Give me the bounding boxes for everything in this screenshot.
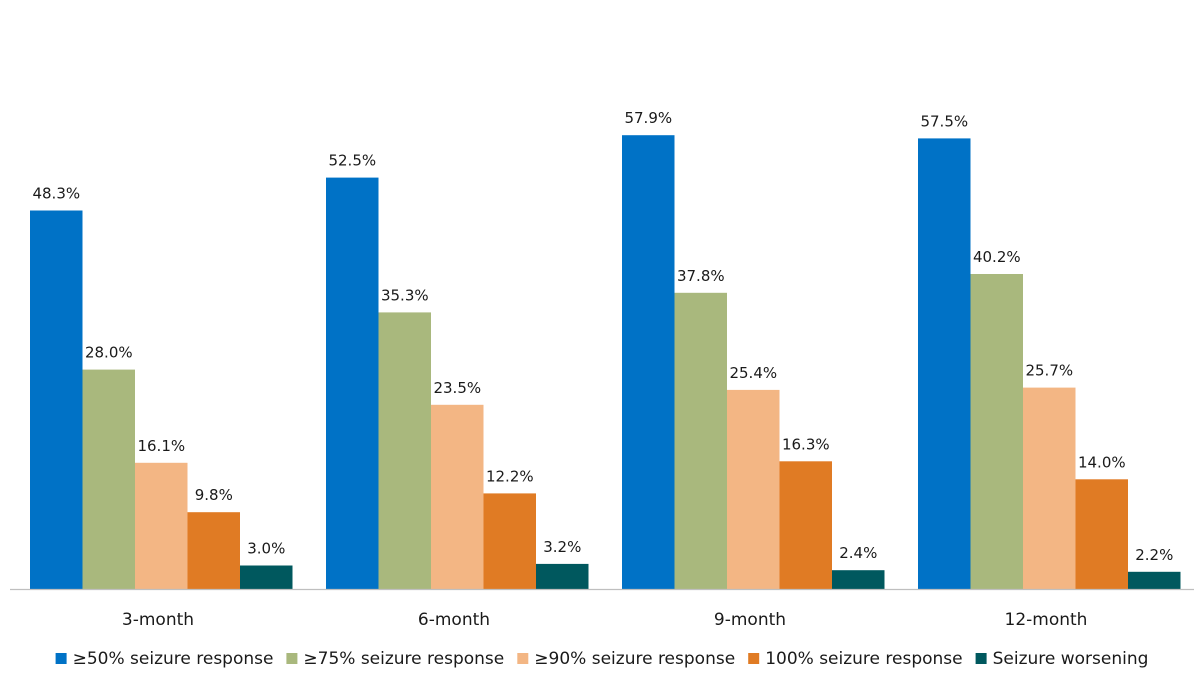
bar-3-month-gte90pct-seizure-response bbox=[135, 462, 188, 589]
data-label-6-month-gte50pct-seizure-response: 52.5% bbox=[328, 152, 376, 170]
bar-12-month-100pct-seizure-response bbox=[1075, 479, 1128, 589]
data-label-9-month-gte50pct-seizure-response: 57.9% bbox=[624, 109, 672, 127]
legend-swatch-gte50pct-seizure-response bbox=[55, 653, 67, 664]
data-label-3-month-seizure-worsening: 3.0% bbox=[247, 540, 285, 558]
x-tick-labels: 3-month 6-month 9-month 12-month bbox=[122, 610, 1088, 630]
legend-swatch-gte90pct-seizure-response bbox=[517, 653, 529, 664]
bar-9-month-gte75pct-seizure-response bbox=[674, 292, 727, 589]
data-label-9-month-100pct-seizure-response: 16.3% bbox=[782, 435, 830, 453]
x-tick-label-12-month: 12-month bbox=[1005, 610, 1088, 630]
legend-item-gte50pct-seizure-response: ≥50% seizure response bbox=[55, 649, 274, 669]
bar-3-month-seizure-worsening bbox=[240, 565, 293, 589]
data-label-3-month-100pct-seizure-response: 9.8% bbox=[195, 486, 233, 504]
data-label-3-month-gte90pct-seizure-response: 16.1% bbox=[137, 437, 185, 455]
legend-label-100pct-seizure-response: 100% seizure response bbox=[765, 649, 962, 669]
data-label-3-month-gte50pct-seizure-response: 48.3% bbox=[32, 185, 80, 203]
bar-3-month-100pct-seizure-response bbox=[187, 512, 240, 589]
data-labels-layer: 48.3% 28.0% 16.1% 9.8% 3.0% 52.5% 35.3% 23.5% 12… bbox=[32, 109, 1173, 564]
bars-layer bbox=[30, 135, 1181, 589]
x-tick-label-9-month: 9-month bbox=[714, 610, 786, 630]
data-label-12-month-gte50pct-seizure-response: 57.5% bbox=[920, 112, 968, 130]
legend-label-gte75pct-seizure-response: ≥75% seizure response bbox=[303, 649, 504, 669]
legend-item-gte75pct-seizure-response: ≥75% seizure response bbox=[286, 649, 504, 669]
legend-label-seizure-worsening: Seizure worsening bbox=[993, 649, 1149, 669]
data-label-9-month-seizure-worsening: 2.4% bbox=[839, 544, 877, 562]
data-label-6-month-seizure-worsening: 3.2% bbox=[543, 538, 581, 556]
bar-6-month-gte90pct-seizure-response bbox=[431, 404, 484, 589]
legend-swatch-100pct-seizure-response bbox=[748, 653, 760, 664]
bar-12-month-gte75pct-seizure-response bbox=[970, 274, 1023, 589]
bar-12-month-gte90pct-seizure-response bbox=[1023, 387, 1076, 589]
x-tick-label-3-month: 3-month bbox=[122, 610, 194, 630]
bar-9-month-100pct-seizure-response bbox=[779, 461, 832, 589]
legend-item-seizure-worsening: Seizure worsening bbox=[975, 649, 1149, 669]
data-label-9-month-gte75pct-seizure-response: 37.8% bbox=[677, 267, 725, 285]
legend: ≥50% seizure response ≥75% seizure respon… bbox=[55, 649, 1149, 669]
bar-3-month-gte75pct-seizure-response bbox=[82, 369, 135, 589]
data-label-6-month-gte75pct-seizure-response: 35.3% bbox=[381, 286, 429, 304]
bar-6-month-100pct-seizure-response bbox=[483, 493, 536, 589]
data-label-12-month-gte90pct-seizure-response: 25.7% bbox=[1025, 362, 1073, 380]
bar-6-month-seizure-worsening bbox=[536, 563, 589, 589]
data-label-12-month-seizure-worsening: 2.2% bbox=[1135, 546, 1173, 564]
bar-3-month-gte50pct-seizure-response bbox=[30, 210, 83, 589]
data-label-12-month-gte75pct-seizure-response: 40.2% bbox=[973, 248, 1021, 266]
legend-item-100pct-seizure-response: 100% seizure response bbox=[748, 649, 963, 669]
bar-9-month-gte90pct-seizure-response bbox=[727, 389, 780, 589]
data-label-9-month-gte90pct-seizure-response: 25.4% bbox=[729, 364, 777, 382]
legend-label-gte50pct-seizure-response: ≥50% seizure response bbox=[73, 649, 274, 669]
legend-swatch-seizure-worsening bbox=[975, 653, 987, 664]
data-label-6-month-100pct-seizure-response: 12.2% bbox=[486, 467, 534, 485]
data-label-3-month-gte75pct-seizure-response: 28.0% bbox=[85, 344, 133, 362]
bar-6-month-gte75pct-seizure-response bbox=[378, 312, 431, 589]
bar-12-month-seizure-worsening bbox=[1128, 571, 1181, 589]
x-tick-label-6-month: 6-month bbox=[418, 610, 490, 630]
bar-12-month-gte50pct-seizure-response bbox=[918, 138, 971, 589]
legend-item-gte90pct-seizure-response: ≥90% seizure response bbox=[517, 649, 735, 669]
bar-6-month-gte50pct-seizure-response bbox=[326, 177, 379, 589]
legend-label-gte90pct-seizure-response: ≥90% seizure response bbox=[534, 649, 735, 669]
data-label-6-month-gte90pct-seizure-response: 23.5% bbox=[433, 379, 481, 397]
bar-9-month-seizure-worsening bbox=[832, 570, 885, 589]
data-label-12-month-100pct-seizure-response: 14.0% bbox=[1078, 453, 1126, 471]
bar-9-month-gte50pct-seizure-response bbox=[622, 135, 675, 589]
legend-swatch-gte75pct-seizure-response bbox=[286, 653, 298, 664]
